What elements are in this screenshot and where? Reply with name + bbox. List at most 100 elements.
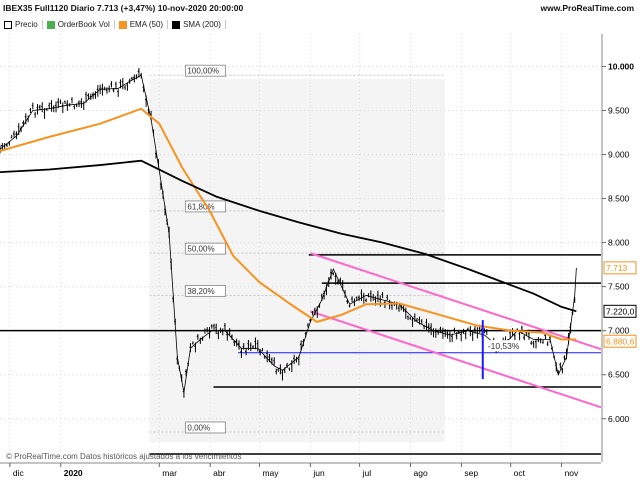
y-tick-label: 7.500 xyxy=(608,282,630,292)
fib-level-label: 0,00% xyxy=(187,423,210,432)
legend-item-orderbook[interactable]: OrderBook Vol xyxy=(46,20,115,29)
price-tick xyxy=(518,333,520,335)
price-tick xyxy=(225,333,228,336)
price-tick xyxy=(144,98,147,101)
price-tick xyxy=(427,325,430,328)
price-tick xyxy=(513,335,516,337)
price-tick xyxy=(29,108,31,111)
legend-item-ema[interactable]: EMA (50) xyxy=(118,20,169,29)
price-tick xyxy=(338,278,341,281)
price-tick xyxy=(251,346,254,348)
price-tick xyxy=(285,364,288,367)
legend-item-precio[interactable]: Precio xyxy=(4,20,43,29)
fib-label-box xyxy=(184,242,226,255)
price-tick xyxy=(119,81,121,84)
price-tick xyxy=(283,369,286,371)
price-tick xyxy=(308,319,311,322)
price-tick xyxy=(22,121,24,125)
price-tick xyxy=(313,309,316,311)
price-tick xyxy=(228,329,231,332)
price-tick xyxy=(114,83,117,85)
legend-label: EMA (50) xyxy=(129,20,164,29)
fib-label-box xyxy=(184,284,226,297)
price-tick xyxy=(485,330,488,333)
x-tick-label: nov xyxy=(565,468,579,478)
chart-title: IBEX35 Full1120 Diario 7.713 (+3,47%) 10… xyxy=(3,3,244,13)
x-tick-label: may xyxy=(262,468,279,478)
legend-swatch-icon xyxy=(172,20,181,29)
site-link[interactable]: www.ProRealTime.com xyxy=(540,3,634,13)
price-label-box xyxy=(603,261,637,275)
price-tick xyxy=(530,342,532,345)
x-tick-label: dic xyxy=(13,468,25,478)
price-tick xyxy=(548,336,551,339)
price-tick xyxy=(110,83,112,86)
price-tick xyxy=(244,350,247,353)
y-tick-label: 6.000 xyxy=(608,414,630,424)
price-tick xyxy=(346,300,348,303)
price-tick xyxy=(194,345,196,348)
price-tick xyxy=(15,133,17,135)
price-tick xyxy=(464,332,467,335)
price-label-box xyxy=(603,304,637,318)
x-tick-label: jun xyxy=(312,468,325,478)
fib-level-label: 38,20% xyxy=(187,287,214,296)
legend-item-sma[interactable]: SMA (200) xyxy=(172,20,226,29)
fib-level-label: 50,00% xyxy=(187,245,214,254)
legend-swatch-icon xyxy=(4,20,12,29)
price-tick xyxy=(390,304,393,307)
price-tick xyxy=(65,102,68,105)
price-tick xyxy=(525,332,528,335)
price-tick xyxy=(130,77,133,80)
price-tick xyxy=(268,356,270,358)
price-tick xyxy=(336,281,339,283)
price-tick xyxy=(350,298,353,300)
price-tick xyxy=(544,334,546,337)
price-label: 6.880,6 xyxy=(606,336,635,346)
fib-zone xyxy=(149,79,446,442)
price-tick xyxy=(290,363,293,365)
price-tick xyxy=(450,335,453,338)
price-tick xyxy=(446,331,448,334)
price-tick xyxy=(475,329,478,332)
price-tick xyxy=(233,341,235,343)
price-tick xyxy=(469,329,471,331)
y-tick-label: 7.000 xyxy=(608,326,630,336)
legend-label: Precio xyxy=(15,20,38,29)
price-tick xyxy=(425,321,427,324)
price-tick xyxy=(473,327,476,331)
price-tick xyxy=(77,101,80,104)
chart-legend: Precio OrderBook Vol EMA (50) SMA (200) xyxy=(0,18,226,31)
price-tick xyxy=(331,272,334,275)
price-tick xyxy=(237,342,240,345)
price-tick xyxy=(89,95,92,98)
channel-lower-line xyxy=(310,310,602,409)
price-tick xyxy=(249,344,252,346)
price-tick xyxy=(311,311,314,314)
x-tick-label: abr xyxy=(213,468,225,478)
measure-label-bg xyxy=(485,340,524,352)
x-tick-label: oct xyxy=(514,468,526,478)
fib-label-box xyxy=(184,64,226,77)
price-tick xyxy=(142,86,144,89)
fib-level-label: 100,00% xyxy=(187,67,219,76)
price-tick xyxy=(12,132,15,135)
price-tick xyxy=(453,328,455,331)
price-tick xyxy=(5,144,8,146)
price-tick xyxy=(135,75,137,77)
legend-label: SMA (200) xyxy=(183,20,221,29)
price-tick xyxy=(0,144,3,147)
footer-note: © ProRealTime.com Datos históricos ajust… xyxy=(6,452,241,461)
price-tick xyxy=(217,332,219,335)
price-tick xyxy=(75,104,77,106)
price-tick xyxy=(196,335,199,338)
channel-upper-line xyxy=(310,252,602,351)
price-tick xyxy=(432,330,434,333)
price-tick xyxy=(96,88,99,91)
price-tick xyxy=(184,370,187,373)
price-label: 7.220,0 xyxy=(606,306,635,316)
price-label: 7.713 xyxy=(606,263,628,273)
y-tick-label: 9.500 xyxy=(608,105,630,115)
price-tick xyxy=(466,328,469,331)
